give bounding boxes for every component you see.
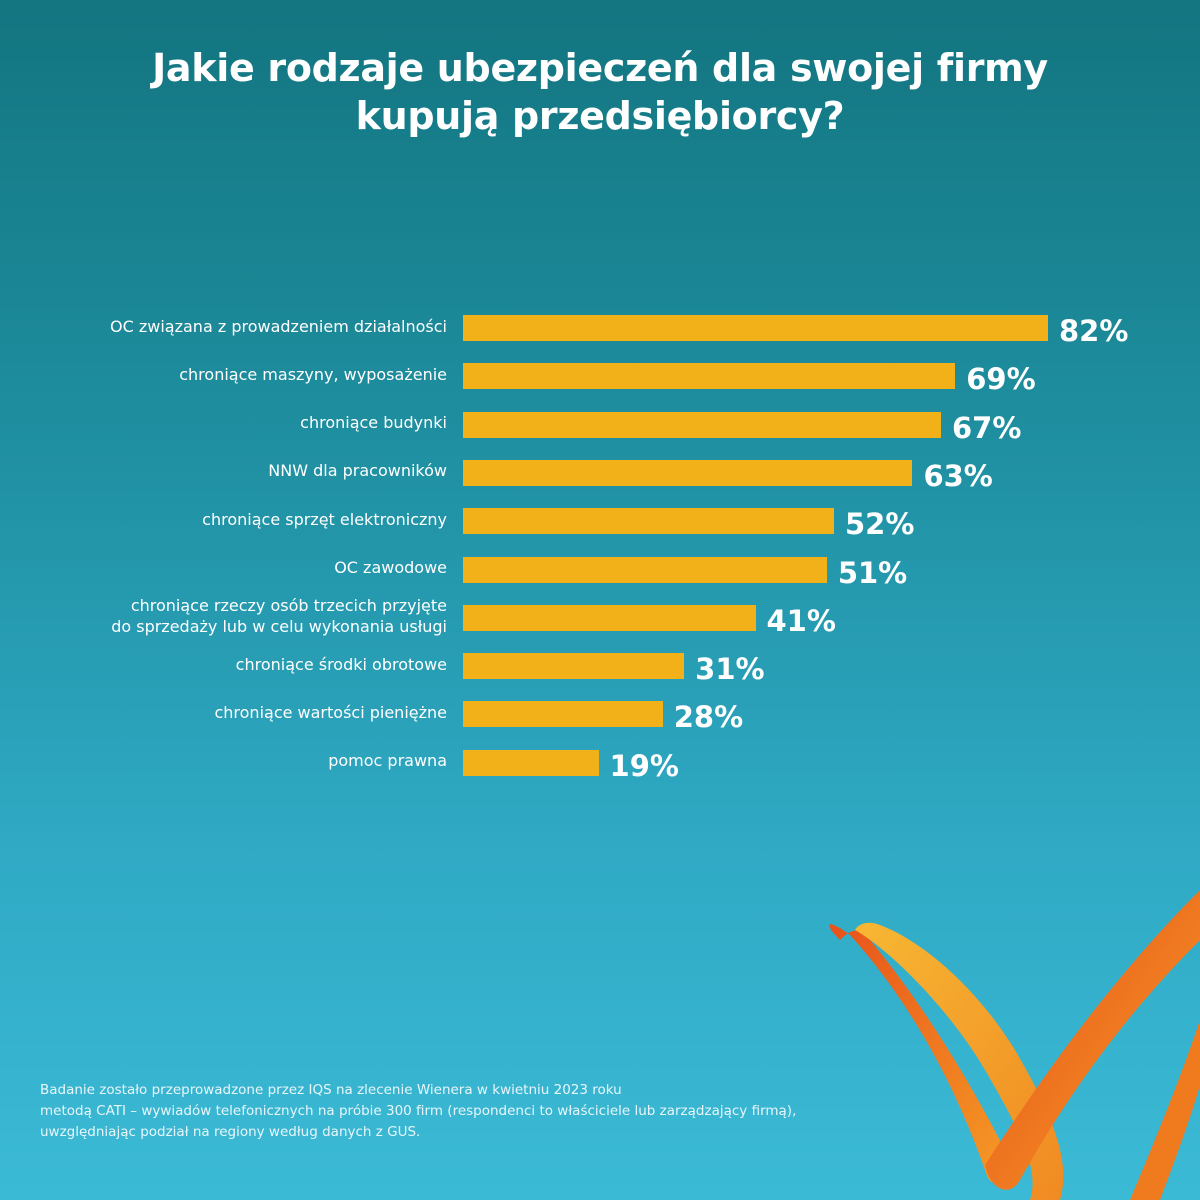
value-label: 69% [966,362,1036,397]
value-label: 52% [844,507,915,542]
bar [463,363,956,390]
bar-chart: OC związana z prowadzeniem działalności 8… [0,300,1200,800]
footnote: Badanie zostało przeprowadzone przez IQS… [40,1080,796,1143]
bar [463,411,941,438]
category-label: chroniące sprzęt elektroniczny [202,509,447,530]
wiener-ribbon-logo-icon [829,890,1200,1200]
bar [463,508,834,535]
footnote-line-1: Badanie zostało przeprowadzone przez IQS… [40,1082,622,1098]
category-label-line: chroniące środki obrotowe [235,654,447,674]
category-label-line: chroniące sprzęt elektroniczny [202,509,447,529]
bar [463,653,685,680]
logo-middle-ribbon [855,922,1064,1200]
category-label-line: chroniące wartości pieniężne [214,702,447,722]
page-title-line-1: Jakie rodzaje ubezpieczeń dla swojej fir… [152,46,1048,90]
category-label: chroniące wartości pieniężne [214,702,447,723]
category-label: chroniące maszyny, wyposażenie [179,364,447,385]
category-label: OC zawodowe [334,557,447,578]
value-label: 63% [923,458,993,493]
logo-left-ribbon [829,924,1010,1183]
value-label: 19% [609,748,679,783]
category-label: chroniące budynki [300,412,447,433]
bar [463,315,1048,341]
value-label: 41% [766,603,836,638]
value-label: 31% [695,652,765,687]
category-label: NNW dla pracowników [268,460,447,481]
category-label-line: OC związana z prowadzeniem działalności [110,316,447,336]
category-label-line: NNW dla pracowników [268,461,447,481]
bar [463,604,756,631]
category-label-line: chroniące maszyny, wyposażenie [179,364,447,384]
bar [463,749,599,776]
category-label: chroniące środki obrotowe [236,654,447,675]
bar [463,459,913,486]
category-label-line: OC zawodowe [334,558,447,577]
page-title: Jakie rodzaje ubezpieczeń dla swojej fir… [0,44,1200,140]
page-title-line-2: kupują przedsiębiorcy? [355,94,845,138]
category-label: pomoc prawna [328,750,447,771]
category-label-line: do sprzedaży lub w celu wykonania usługi [111,616,447,636]
logo-right-ribbon [985,890,1200,1190]
footnote-line-2: metodą CATI – wywiadów telefonicznych na… [40,1103,797,1119]
bar [463,701,663,728]
category-label-line: chroniące rzeczy osób trzecich przyjęte [130,595,447,615]
category-label-line: chroniące budynki [300,413,447,433]
value-label: 82% [1059,314,1129,348]
value-label: 67% [951,410,1022,445]
logo-far-right-ribbon [1130,1020,1200,1200]
category-label-line: pomoc prawna [328,751,447,771]
footnote-line-3: uwzględniając podział na regiony według … [40,1124,421,1140]
category-label: chroniące rzeczy osób trzecich przyjęte d… [111,595,447,637]
value-label: 28% [673,700,744,735]
bar [463,556,827,583]
value-label: 51% [837,555,908,590]
category-label: OC związana z prowadzeniem działalności [110,316,447,337]
